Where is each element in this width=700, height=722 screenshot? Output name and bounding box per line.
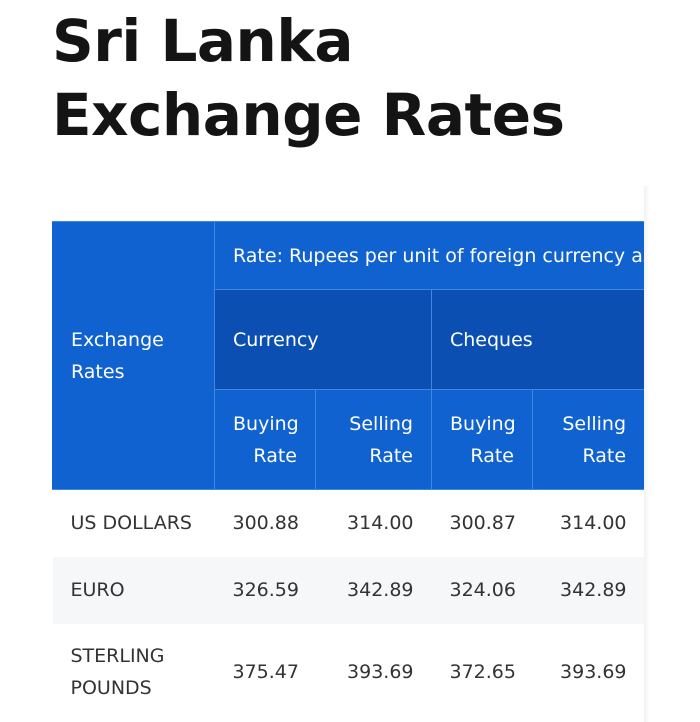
- rate-cell: 314.00: [560, 512, 627, 535]
- table-row: EURO 326.59 342.89 324.06 342.89: [52, 556, 644, 624]
- currency-name-cell: US DOLLARS: [70, 512, 192, 535]
- rate-cell: 342.89: [532, 556, 644, 624]
- rate-cell: 342.89: [315, 556, 432, 624]
- currency-buying-rate-header: Buying Rate: [214, 389, 316, 490]
- table-row: STERLING POUNDS 375.47 393.69 372.65 393…: [53, 624, 645, 720]
- rate-cell: 326.59: [214, 556, 316, 624]
- rate-cell: 375.47: [232, 660, 299, 683]
- page-title: Sri Lanka Exchange Rates: [52, 7, 565, 149]
- exchange-rates-header: Exchange Rates: [52, 221, 215, 490]
- rate-cell: 372.65: [449, 660, 516, 683]
- header-line: Rate: [582, 444, 627, 467]
- header-line: Buying: [450, 412, 516, 435]
- header-line: Selling: [349, 412, 413, 435]
- exchange-rates-table-container[interactable]: Exchange Rates Rate: Rupees per unit of …: [52, 221, 644, 722]
- table-row: US DOLLARS 300.88 314.00 300.87 314.00: [53, 490, 645, 557]
- table-scroll-shadow: [644, 186, 650, 722]
- header-line: Rate: [369, 444, 413, 467]
- rate-cell: 393.69: [560, 660, 627, 683]
- currency-name-cell: STERLING POUNDS: [70, 644, 165, 699]
- header-line: Buying: [233, 412, 299, 435]
- exchange-rates-table: Exchange Rates Rate: Rupees per unit of …: [52, 221, 644, 720]
- rate-cell: 314.00: [347, 512, 414, 535]
- cheques-buying-rate-header: Buying Rate: [431, 389, 533, 490]
- cheques-selling-rate-header: Selling Rate: [531, 389, 644, 490]
- header-line: Selling: [562, 412, 627, 435]
- currency-selling-rate-header: Selling Rate: [315, 389, 432, 490]
- rate-cell: 300.88: [232, 512, 299, 535]
- currency-name-cell: EURO: [52, 556, 215, 624]
- header-line: Rate: [470, 444, 514, 467]
- rate-cell: 324.06: [431, 556, 533, 624]
- rate-unit-header: Rate: Rupees per unit of foreign currenc…: [213, 221, 644, 290]
- header-line: Rate: [253, 444, 297, 467]
- rate-cell: 300.87: [449, 512, 516, 535]
- cheques-group-header: Cheques: [430, 289, 644, 390]
- currency-group-header: Currency: [214, 289, 432, 390]
- rate-cell: 393.69: [347, 660, 414, 683]
